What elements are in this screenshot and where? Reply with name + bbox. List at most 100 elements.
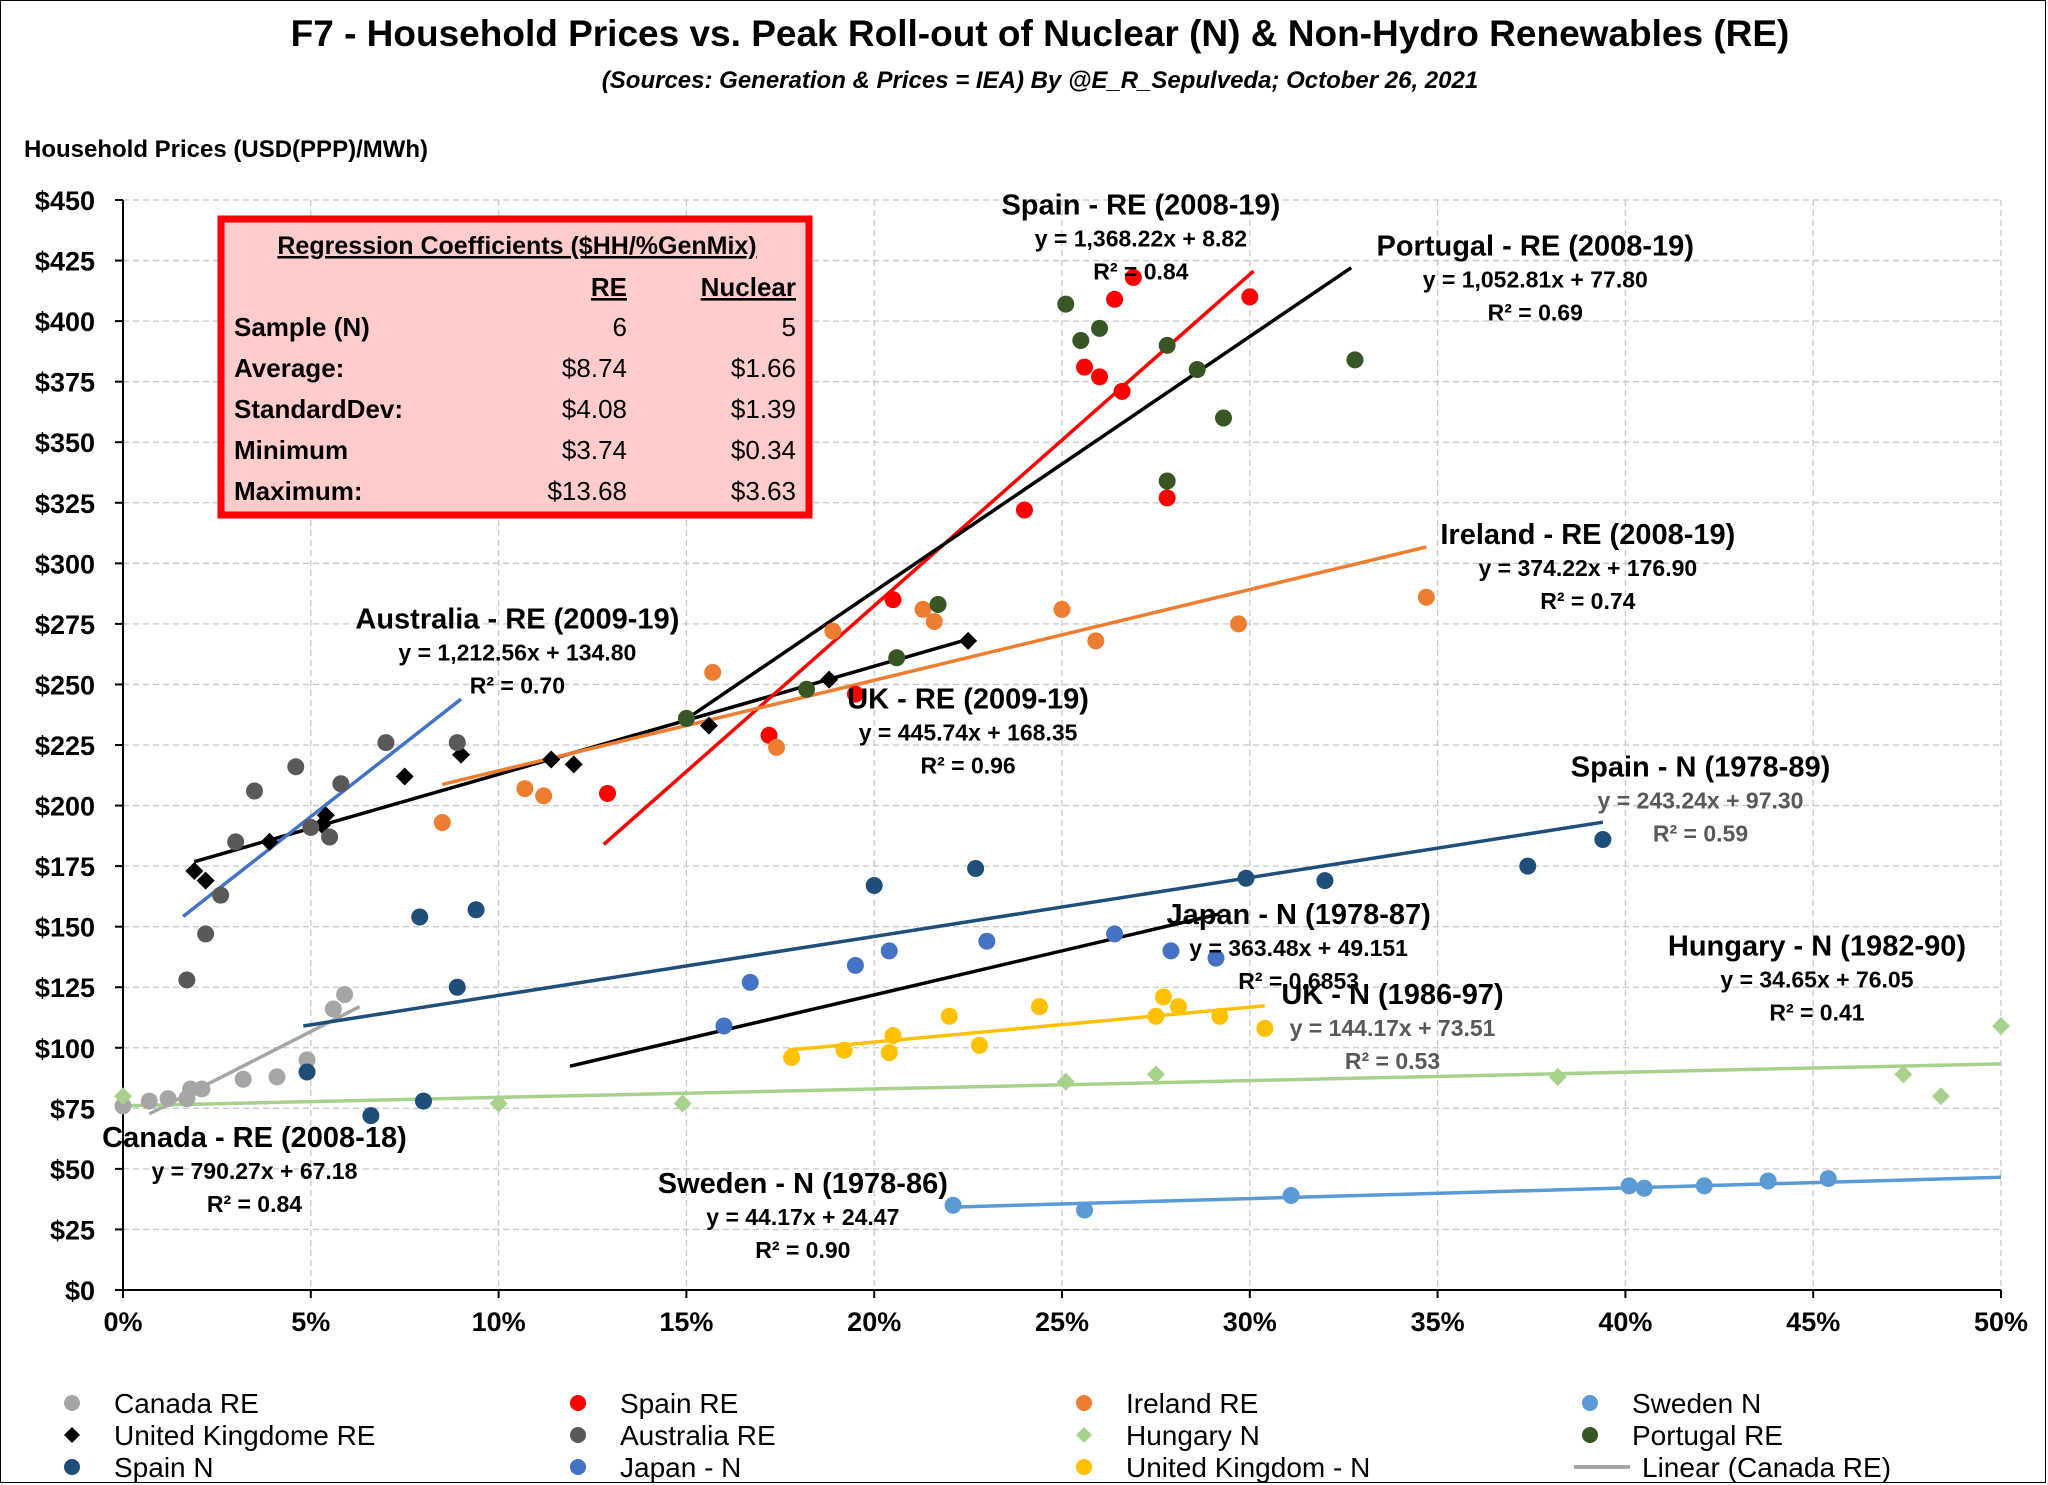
y-tick-label: $150: [35, 913, 95, 943]
chart-title: F7 - Household Prices vs. Peak Roll-out …: [291, 13, 1790, 54]
trendline-sweden-n: [953, 1175, 2002, 1209]
stats-col-nuclear: Nuclear: [701, 272, 796, 302]
stats-row-re: $3.74: [562, 435, 627, 465]
point-united-kingdom-n: [940, 1007, 958, 1025]
point-portugal-re: [1158, 472, 1176, 490]
point-japan-n: [1162, 942, 1180, 960]
annotation-title: Portugal - RE (2008-19): [1377, 231, 1694, 263]
point-sweden-n: [1620, 1177, 1638, 1195]
annotation-r2: R² = 0.70: [470, 673, 565, 699]
point-canada-re: [298, 1051, 316, 1069]
point-japan-n: [1207, 949, 1225, 967]
point-united-kingdome-re: [820, 670, 839, 689]
point-spain-re: [1113, 382, 1131, 400]
point-australia-re: [212, 886, 230, 904]
point-ireland-re: [925, 612, 943, 630]
annotation-r2: R² = 0.69: [1488, 300, 1583, 326]
stats-box-background: [217, 215, 813, 519]
legend-ireland-re-marker: [1076, 1395, 1092, 1411]
x-tick-label: 20%: [847, 1307, 901, 1337]
legend-hungary-n-marker: [1076, 1427, 1092, 1443]
point-spain-n: [298, 1063, 316, 1081]
legend-japan-n-marker: [570, 1459, 586, 1475]
stats-row-label: Average:: [234, 353, 344, 383]
point-united-kingdom-n: [835, 1041, 853, 1059]
point-canada-re: [268, 1068, 286, 1086]
trendline-australia-re: [182, 697, 463, 918]
annotation-equation: y = 243.24x + 97.30: [1598, 787, 1804, 813]
stats-row-label: Maximum:: [234, 476, 363, 506]
legend-united-kingdome-re-label: United Kingdome RE: [114, 1420, 375, 1451]
point-united-kingdom-n: [970, 1036, 988, 1054]
annotation-r2: R² = 0.74: [1540, 588, 1635, 614]
legend-australia-re-label: Australia RE: [620, 1420, 776, 1451]
point-canada-re: [140, 1092, 158, 1110]
point-portugal-re: [1057, 295, 1075, 313]
point-japan-n: [880, 942, 898, 960]
axis-layer: $0 $25 $50 $75 $100 $125 $150 $175 $200 $225 $250 $…: [35, 186, 2028, 1337]
point-united-kingdome-re: [395, 767, 414, 786]
point-japan-n: [846, 956, 864, 974]
stats-row-nuclear: 5: [782, 312, 796, 342]
point-canada-re: [336, 985, 354, 1003]
legend-australia-re-marker: [570, 1427, 586, 1443]
legend-sweden-n-label: Sweden N: [1632, 1388, 1761, 1419]
point-spain-re: [1091, 368, 1109, 386]
point-spain-re: [1076, 358, 1094, 376]
annotation-title: Canada - RE (2008-18): [102, 1122, 407, 1154]
point-united-kingdom-n: [1154, 988, 1172, 1006]
point-hungary-n: [489, 1094, 508, 1113]
annotation-r2: R² = 0.90: [755, 1237, 850, 1263]
point-united-kingdome-re: [196, 871, 215, 890]
point-united-kingdome-re: [260, 832, 279, 851]
point-hungary-n: [114, 1087, 132, 1106]
point-australia-re: [245, 782, 263, 800]
point-spain-n: [865, 876, 883, 894]
point-united-kingdome-re: [564, 755, 583, 774]
point-australia-re: [178, 971, 196, 989]
stats-row-nuclear: $3.63: [731, 476, 796, 506]
x-tick-label: 50%: [1974, 1307, 2028, 1337]
y-tick-label: $350: [35, 428, 95, 458]
x-tick-label: 40%: [1598, 1307, 1652, 1337]
point-canada-re: [159, 1090, 177, 1108]
annotation-equation: y = 1,052.81x + 77.80: [1423, 267, 1648, 293]
annotation-title: Sweden - N (1978-86): [658, 1168, 948, 1200]
point-ireland-re: [1087, 632, 1105, 650]
point-spain-n: [448, 978, 466, 996]
annotation-r2: R² = 0.53: [1345, 1048, 1440, 1074]
point-sweden-n: [1282, 1187, 1300, 1205]
point-spain-n: [1519, 857, 1537, 875]
point-sweden-n: [1759, 1172, 1777, 1190]
annotation-title: Hungary - N (1982-90): [1668, 931, 1966, 963]
stats-row-label: Sample (N): [234, 312, 370, 342]
annotation-equation: y = 363.48x + 49.151: [1189, 935, 1408, 961]
x-tick-label: 15%: [659, 1307, 713, 1337]
legend-spain-n-label: Spain N: [114, 1452, 214, 1483]
point-spain-n: [467, 901, 485, 919]
point-australia-re: [227, 833, 245, 851]
legend-canada-re-marker: [64, 1395, 80, 1411]
stats-box-title: Regression Coefficients ($HH/%GenMix): [277, 232, 756, 260]
point-canada-re: [234, 1070, 252, 1088]
stats-rows: Sample (N) 6 5 Average: $8.74 $1.66 StandardDe…: [234, 312, 796, 506]
point-united-kingdom-n: [1030, 998, 1048, 1016]
point-sweden-n: [1635, 1179, 1653, 1197]
legend-portugal-re-marker: [1582, 1427, 1598, 1443]
y-tick-label: $375: [35, 368, 95, 398]
point-portugal-re: [1091, 319, 1109, 337]
point-ireland-re: [1230, 615, 1248, 633]
point-japan-n: [741, 973, 759, 991]
legend-spain-n-marker: [64, 1459, 80, 1475]
legend-sweden-n-marker: [1582, 1395, 1598, 1411]
annotation-r2: R² = 0.96: [920, 753, 1015, 779]
point-ireland-re: [1053, 600, 1071, 618]
point-spain-re: [884, 591, 902, 609]
legend-ireland-re-label: Ireland RE: [1126, 1388, 1258, 1419]
point-hungary-n: [673, 1094, 692, 1113]
point-united-kingdom-n: [1211, 1007, 1229, 1025]
point-sweden-n: [1819, 1170, 1837, 1188]
y-tick-label: $75: [50, 1094, 95, 1124]
y-tick-label: $0: [65, 1276, 95, 1306]
annotation-title: Spain - RE (2008-19): [1001, 190, 1280, 222]
